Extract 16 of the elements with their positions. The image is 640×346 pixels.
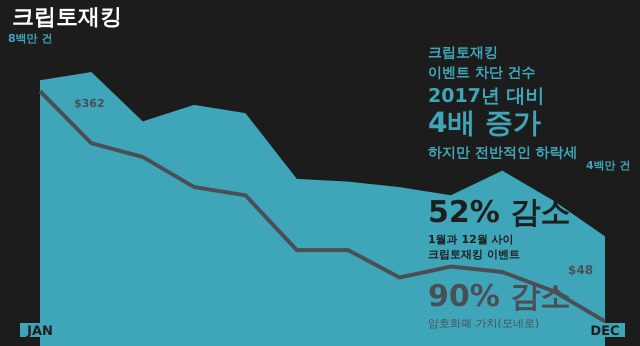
annotation: 1월과 12월 사이 xyxy=(428,233,514,246)
text: 크립토재킹 xyxy=(428,45,498,62)
annotation: 하지만 전반적인 하락세 xyxy=(428,145,578,162)
annotation: 이벤트 차단 건수 xyxy=(428,65,536,82)
text: 8백만 건 xyxy=(8,32,52,46)
x-tick-label: DEC xyxy=(590,324,620,339)
annotation: 4백만 건 xyxy=(586,159,630,172)
annotation: 4배 증가 xyxy=(428,106,542,139)
x-tick-label: JAN xyxy=(26,324,53,339)
annotation: $48 xyxy=(568,263,594,278)
annotation: 2017년 대비 xyxy=(428,85,544,107)
annotation: $362 xyxy=(74,97,105,110)
annotation: 크립토재킹 이벤트 xyxy=(428,248,520,262)
chart-title: 크립토재킹 xyxy=(12,4,122,32)
annotation: 52% 감소 xyxy=(428,195,570,230)
annotation: 암호화폐 가치(모네로) xyxy=(428,317,540,330)
